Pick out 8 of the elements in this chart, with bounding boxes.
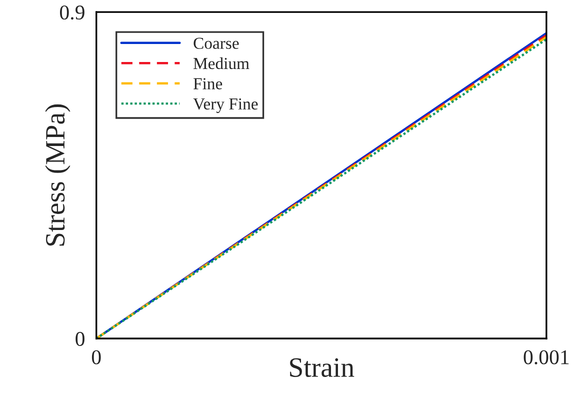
y-tick-label: 0.9 (60, 5, 84, 20)
x-axis-title: Strain (290, 358, 354, 377)
x-tick-label: 0.001 (524, 350, 569, 364)
legend-label: Very Fine (193, 98, 258, 113)
legend-label: Coarse (194, 38, 239, 49)
y-axis-title: Stress (MPa) (45, 104, 70, 246)
legend-label: Medium (194, 57, 250, 70)
legend-label: Fine (194, 78, 222, 90)
